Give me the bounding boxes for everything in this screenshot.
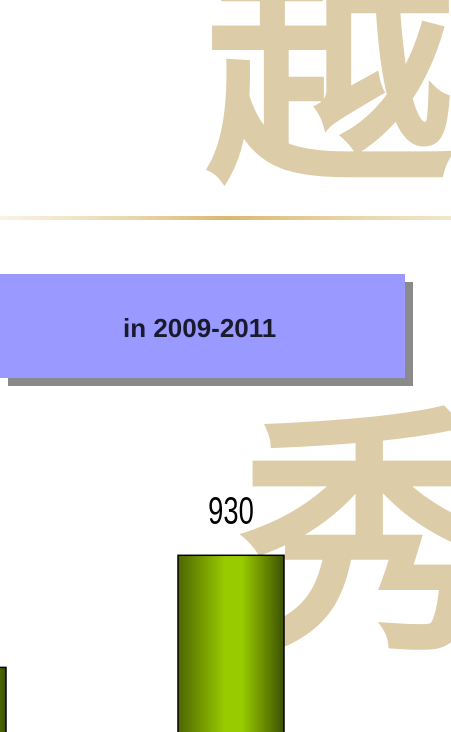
bar (178, 555, 284, 732)
slide: 越 秀 in 2009-2011 930 (0, 0, 451, 732)
page: 越 秀 in 2009-2011 930 (() => { const data… (0, 0, 451, 732)
banner-title: in 2009-2011 (123, 313, 276, 343)
divider-line (0, 216, 451, 220)
watermark-character: 越 (205, 0, 451, 219)
chart: 930 (0, 490, 284, 732)
bar (0, 667, 6, 732)
value-label: 930 (208, 490, 254, 532)
